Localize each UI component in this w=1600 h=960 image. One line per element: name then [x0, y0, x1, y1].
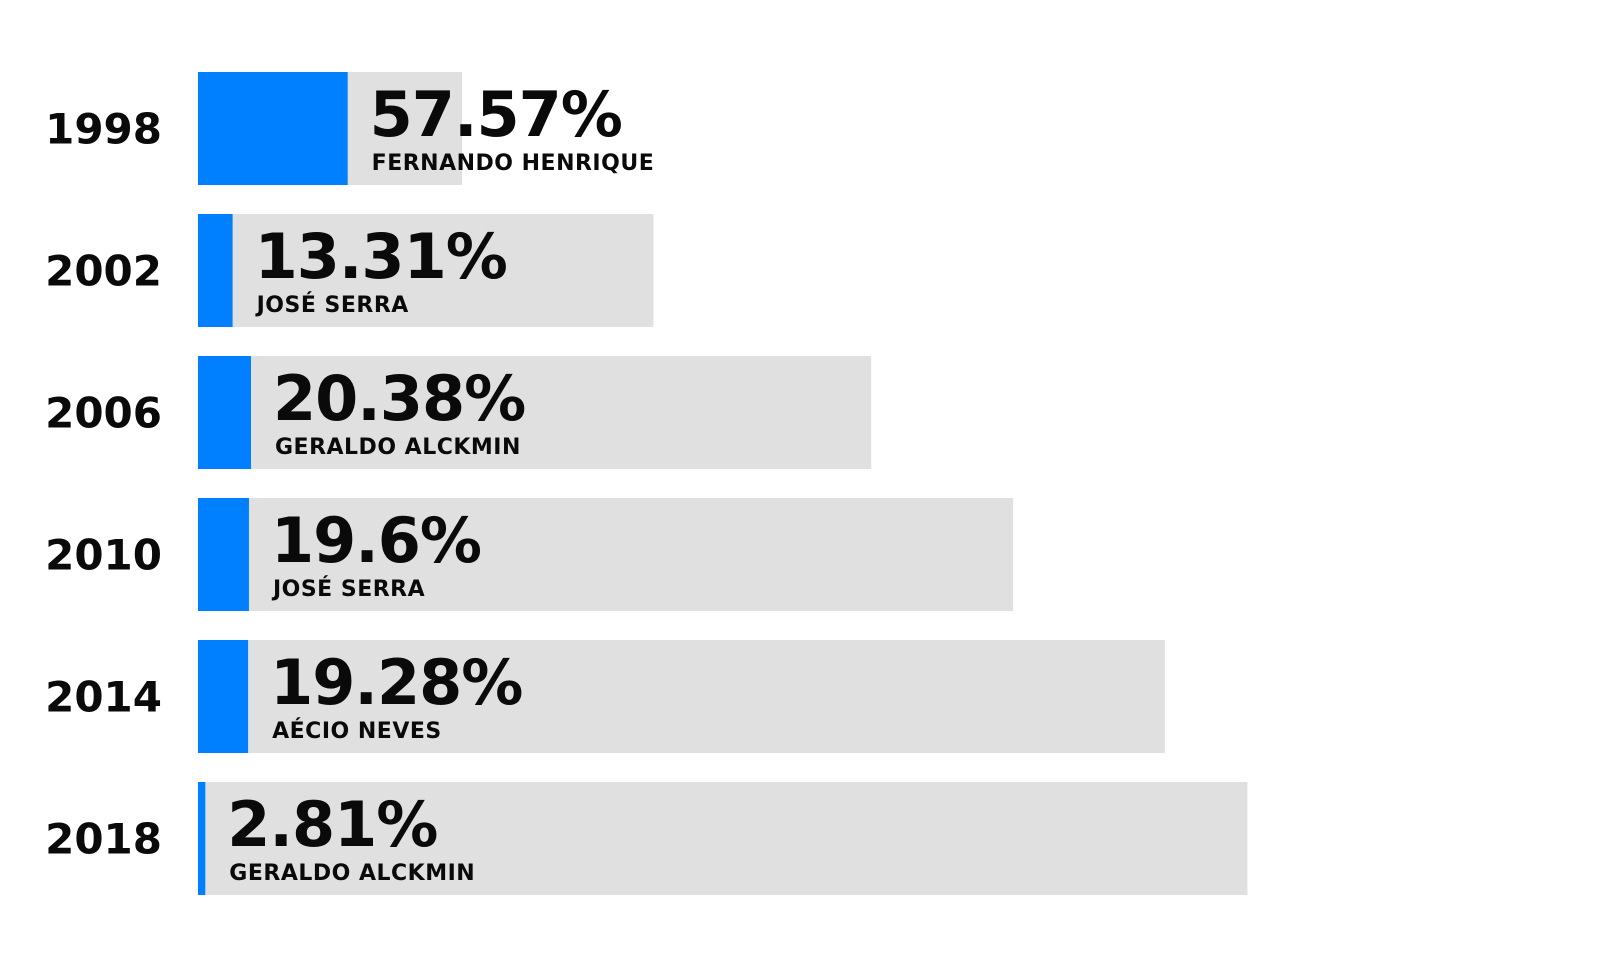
bar-row-2018: 2018 2.81%GERALDO ALCKMIN [45, 782, 1248, 895]
value-label: 20.38% [273, 362, 525, 435]
bar-row-2006: 2006 20.38%GERALDO ALCKMIN [45, 356, 872, 469]
value-label: 13.31% [255, 220, 507, 293]
bar-track [198, 214, 654, 327]
year-label: 2014 [45, 673, 162, 722]
bar-highlight [198, 214, 233, 327]
bar-track [198, 356, 872, 469]
bar-row-2002: 2002 13.31%JOSÉ SERRA [45, 214, 654, 327]
candidate-label: JOSÉ SERRA [271, 576, 425, 602]
bar-highlight [198, 640, 249, 753]
value-label: 57.57% [370, 78, 622, 151]
year-label: 2002 [45, 247, 162, 296]
bar-highlight [198, 498, 249, 611]
candidate-label: JOSÉ SERRA [255, 292, 409, 318]
bar-row-2014: 2014 19.28%AÉCIO NEVES [45, 640, 1165, 753]
bar-highlight [198, 72, 348, 185]
year-label: 2010 [45, 531, 162, 580]
year-label: 2018 [45, 815, 162, 864]
value-label: 19.6% [271, 504, 481, 577]
value-label: 19.28% [270, 646, 522, 719]
bar-track [198, 498, 1014, 611]
bar-row-2010: 2010 19.6%JOSÉ SERRA [45, 498, 1014, 611]
candidate-label: FERNANDO HENRIQUE [372, 151, 655, 176]
bar-track [198, 640, 1165, 753]
candidate-label: AÉCIO NEVES [272, 718, 442, 744]
year-label: 2006 [45, 389, 162, 438]
candidate-label: GERALDO ALCKMIN [275, 435, 521, 460]
bar-row-1998: 1998 57.57%FERNANDO HENRIQUE [45, 72, 654, 185]
bar-track [198, 782, 1248, 895]
value-label: 2.81% [227, 788, 437, 861]
bar-highlight [198, 356, 251, 469]
year-label: 1998 [45, 105, 162, 154]
candidate-label: GERALDO ALCKMIN [229, 861, 475, 886]
bar-highlight [198, 782, 206, 895]
